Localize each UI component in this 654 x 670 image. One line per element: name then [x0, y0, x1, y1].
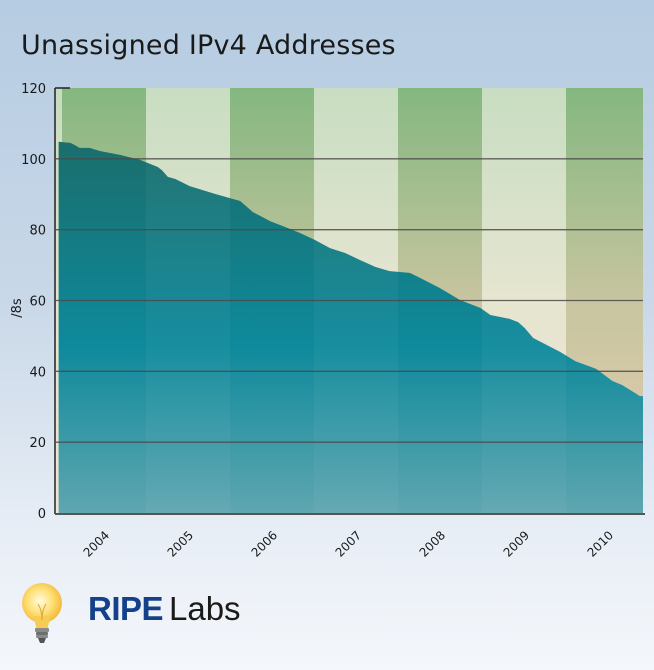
y-tick-label: 60	[29, 295, 46, 310]
area-series	[58, 141, 644, 514]
x-axis: 2004 2005 2006 2007 2008 2009 2010	[55, 513, 645, 560]
gridlines	[56, 158, 643, 443]
x-tick-label: 2006	[249, 528, 280, 559]
area-chart: 0 20 40 60 80 100 120 2004 2005 2006 2007 2008 2009…	[10, 82, 645, 560]
x-tick-label: 2007	[333, 528, 364, 559]
y-axis: 0 20 40 60 80 100 120	[21, 82, 70, 522]
ripe-labs-logo[interactable]: RIPE Labs	[18, 580, 248, 650]
chart-title: Unassigned IPv4 Addresses	[21, 30, 396, 61]
y-tick-label: 120	[21, 82, 46, 97]
y-tick-label: 80	[29, 224, 46, 239]
logo-suffix: Labs	[169, 590, 241, 627]
y-tick-label: 40	[29, 365, 46, 380]
y-tick-label: 0	[38, 507, 46, 522]
logo-brand: RIPE	[88, 590, 164, 627]
y-tick-label: 20	[29, 436, 46, 451]
x-tick-label: 2004	[81, 528, 112, 559]
y-tick-label: 100	[21, 153, 46, 168]
y-axis-label: /8s	[10, 298, 25, 318]
x-tick-label: 2005	[165, 528, 196, 559]
x-tick-label: 2010	[585, 528, 616, 559]
x-tick-label: 2008	[417, 528, 448, 559]
x-tick-label: 2009	[501, 528, 532, 559]
lightbulb-icon	[22, 583, 62, 643]
